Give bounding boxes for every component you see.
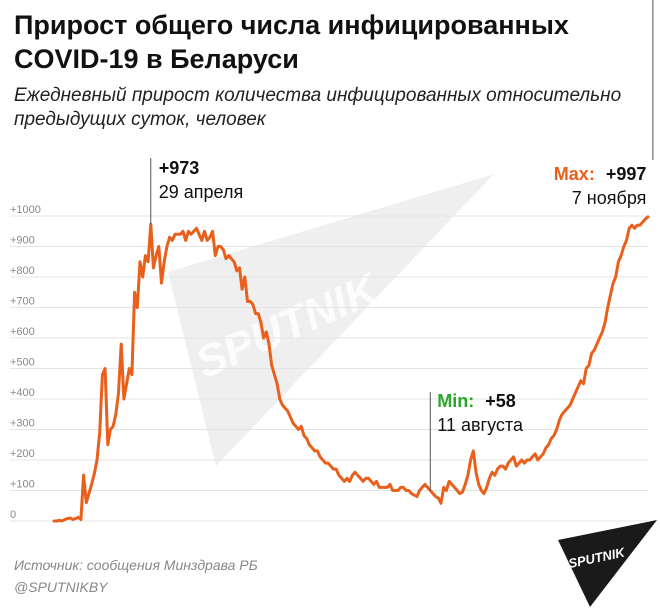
max-value: +997 — [606, 164, 647, 184]
sputnik-logo: SPUTNIK — [558, 520, 657, 607]
max-label: Max: +997 — [554, 164, 647, 184]
y-tick-label: +1000 — [10, 204, 41, 216]
min-value: +58 — [485, 391, 516, 411]
y-tick-label: +200 — [10, 448, 35, 460]
series-line — [52, 215, 650, 523]
y-tick-label: +800 — [10, 265, 35, 277]
series-layer — [52, 215, 650, 523]
grid — [10, 215, 648, 522]
y-tick-label: +700 — [10, 296, 35, 308]
min-date-label: 11 августа — [437, 415, 524, 435]
logo-triangle — [558, 520, 657, 607]
y-tick-label: +100 — [10, 479, 35, 491]
y-tick-label: +300 — [10, 418, 35, 430]
y-tick-label: +600 — [10, 326, 35, 338]
y-tick-label: 0 — [10, 509, 16, 521]
min-label: Min: +58 — [437, 391, 516, 411]
peak-value-label: +973 — [159, 158, 200, 178]
y-tick-label: +900 — [10, 235, 35, 247]
peak-date-label: 29 апреля — [159, 182, 243, 202]
min-prefix: Min: — [437, 391, 474, 411]
social-handle: @SPUTNIKBY — [14, 579, 108, 595]
chart-title: Прирост общего числа инфицированных COVI… — [14, 10, 569, 74]
y-tick-label: +500 — [10, 357, 35, 369]
y-tick-label: +400 — [10, 387, 35, 399]
max-prefix: Max: — [554, 164, 595, 184]
source-note: Источник: сообщения Минздрава РБ — [14, 557, 258, 573]
chart-subtitle: Ежедневный прирост количества инфицирова… — [14, 85, 622, 130]
annotations: +973 29 апреля Min: +58 11 августа Max: … — [150, 0, 654, 491]
y-axis: 0 +100 +200 +300 +400 +500 +600 +700 +800 +900 +10… — [10, 204, 41, 521]
max-date-label: 7 ноября — [572, 188, 647, 208]
